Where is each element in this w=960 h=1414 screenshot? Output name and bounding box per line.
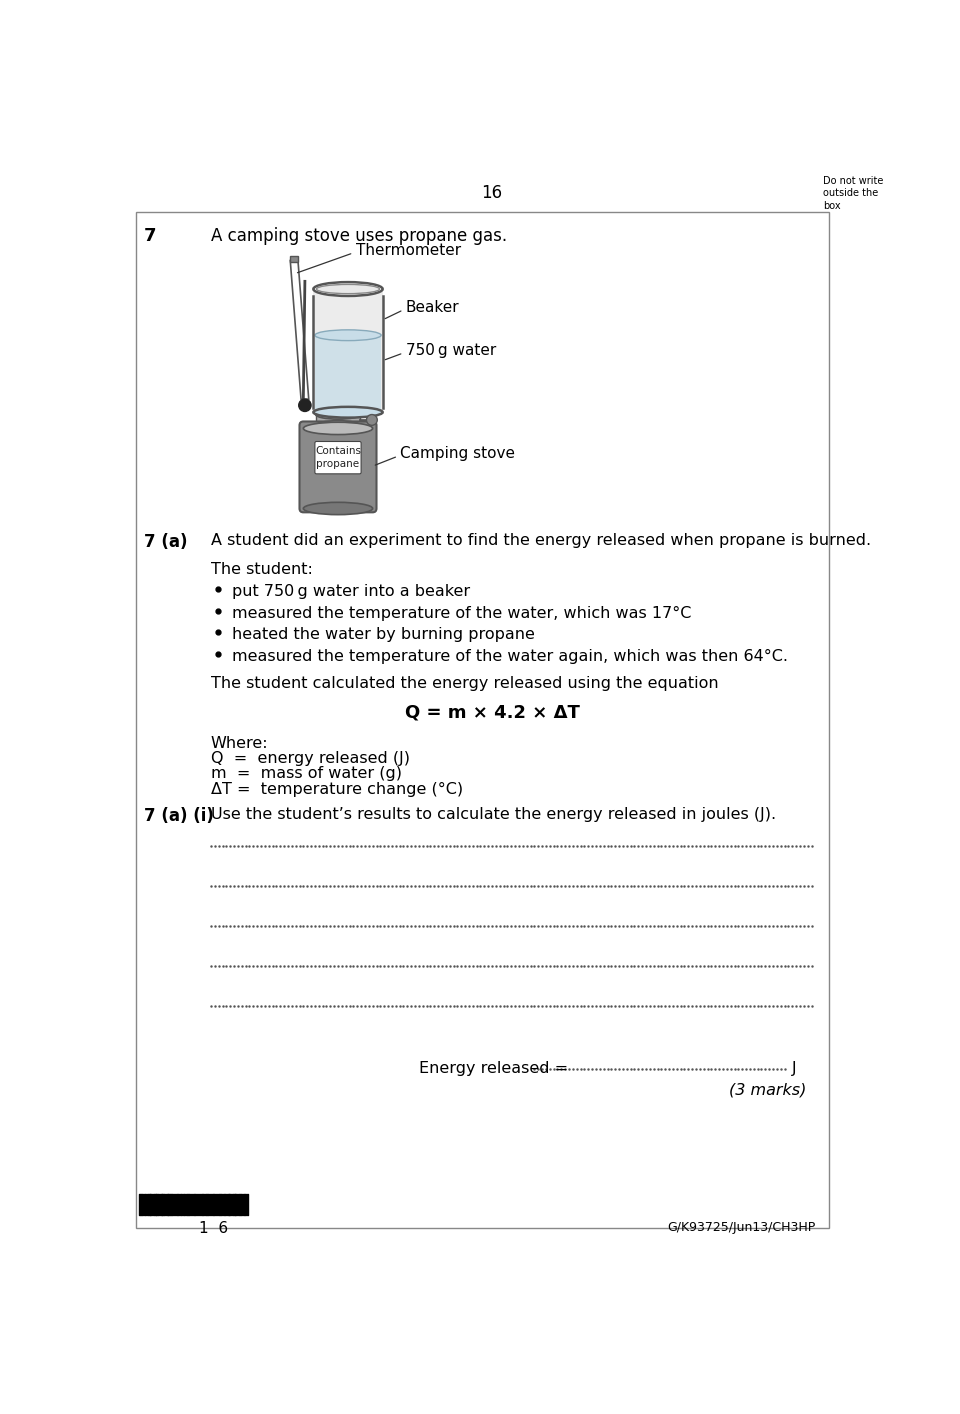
Polygon shape (290, 260, 309, 399)
Text: A student did an experiment to find the energy released when propane is burned.: A student did an experiment to find the … (211, 533, 871, 549)
Text: The student calculated the energy released using the equation: The student calculated the energy releas… (211, 676, 719, 691)
Text: The student:: The student: (211, 563, 313, 577)
Text: Contains
propane: Contains propane (315, 445, 361, 469)
Text: 1  6: 1 6 (200, 1220, 228, 1236)
Text: Beaker: Beaker (406, 300, 460, 315)
FancyBboxPatch shape (300, 421, 376, 512)
Ellipse shape (303, 502, 372, 515)
Ellipse shape (313, 407, 383, 417)
Text: Where:: Where: (211, 735, 269, 751)
Text: 750 g water: 750 g water (406, 344, 496, 358)
FancyBboxPatch shape (136, 212, 829, 1229)
FancyBboxPatch shape (315, 335, 381, 410)
Ellipse shape (316, 421, 360, 430)
Text: heated the water by burning propane: heated the water by burning propane (231, 626, 535, 642)
Ellipse shape (316, 410, 360, 419)
Text: measured the temperature of the water, which was 17°C: measured the temperature of the water, w… (231, 605, 691, 621)
Text: A camping stove uses propane gas.: A camping stove uses propane gas. (211, 228, 507, 246)
Text: Use the student’s results to calculate the energy released in joules (J).: Use the student’s results to calculate t… (211, 807, 776, 822)
Text: G/K93725/Jun13/CH3HP: G/K93725/Jun13/CH3HP (667, 1220, 815, 1234)
Text: 7 (a) (i): 7 (a) (i) (144, 807, 214, 826)
Circle shape (367, 414, 377, 426)
Text: J: J (792, 1062, 797, 1076)
Text: Camping stove: Camping stove (400, 447, 516, 461)
Ellipse shape (315, 329, 381, 341)
Polygon shape (290, 256, 298, 262)
Text: measured the temperature of the water again, which was then 64°C.: measured the temperature of the water ag… (231, 649, 788, 663)
Text: put 750 g water into a beaker: put 750 g water into a beaker (231, 584, 469, 600)
Text: Do not write
outside the
box: Do not write outside the box (823, 175, 883, 211)
Text: ΔT =  temperature change (°C): ΔT = temperature change (°C) (211, 782, 463, 797)
Text: m  =  mass of water (g): m = mass of water (g) (211, 766, 402, 782)
Text: 7: 7 (144, 228, 156, 246)
Text: 7 (a): 7 (a) (144, 533, 187, 551)
FancyBboxPatch shape (313, 288, 383, 413)
Text: Q = m × 4.2 × ΔT: Q = m × 4.2 × ΔT (404, 703, 580, 721)
Circle shape (299, 399, 311, 411)
Text: (3 marks): (3 marks) (729, 1082, 806, 1097)
FancyBboxPatch shape (316, 414, 360, 426)
Ellipse shape (303, 423, 372, 434)
Text: Thermometer: Thermometer (356, 243, 461, 257)
Ellipse shape (313, 283, 383, 296)
FancyBboxPatch shape (315, 441, 361, 474)
Text: 16: 16 (481, 184, 503, 202)
Text: Q  =  energy released (J): Q = energy released (J) (211, 751, 410, 766)
Text: Energy released =: Energy released = (419, 1062, 573, 1076)
Ellipse shape (317, 284, 379, 294)
